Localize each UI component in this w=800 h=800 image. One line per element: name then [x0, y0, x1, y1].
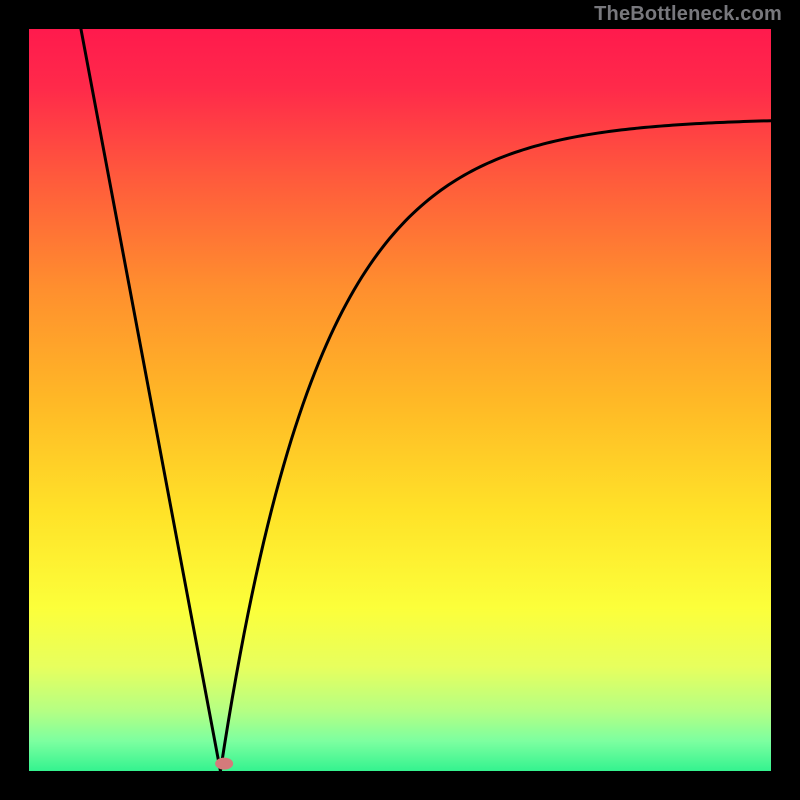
- chart-frame: TheBottleneck.com: [0, 0, 800, 800]
- plot-area: [29, 29, 771, 771]
- curve-min-marker: [215, 758, 233, 770]
- curve-left-branch: [81, 29, 220, 771]
- curve-right-branch: [220, 121, 771, 771]
- curve-svg: [29, 29, 771, 771]
- watermark-text: TheBottleneck.com: [594, 3, 782, 26]
